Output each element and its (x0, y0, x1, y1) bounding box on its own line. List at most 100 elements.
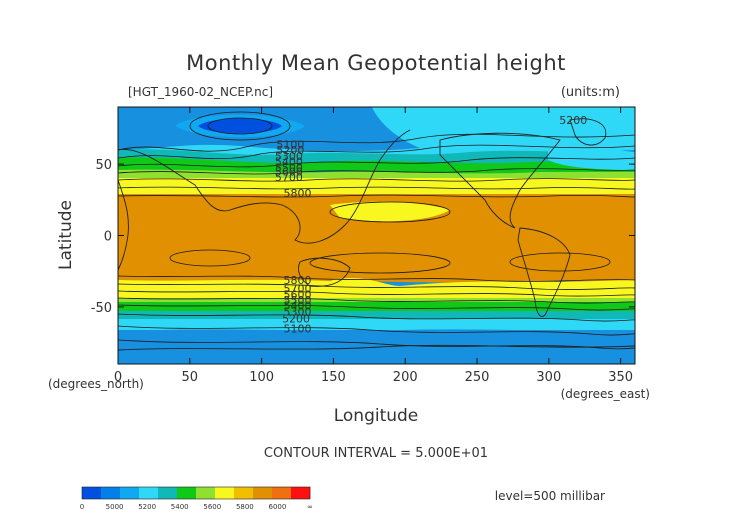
colorbar-swatch (291, 487, 311, 499)
coastline-australia (298, 257, 351, 287)
contour-closed-low-siberia-inner (207, 117, 273, 135)
contour-closed-high-north-pacific (329, 201, 451, 223)
contour-line-n4 (118, 168, 635, 175)
contour-lines (118, 111, 635, 350)
colorbar-tick-label: 5000 (106, 503, 124, 511)
band-tropics-orange (118, 194, 635, 283)
x-axis-ticks: 0 50 100 150 200 250 300 350 (114, 107, 633, 385)
contour-value-label: 5400 (284, 300, 312, 313)
coastline-africa (118, 179, 129, 271)
contour-line-n2 (118, 144, 635, 160)
contour-closed-high-south-pacific (309, 252, 451, 274)
colorbar-swatch (139, 487, 159, 499)
colorbar-swatch (158, 487, 178, 499)
band-south-lightblue (118, 319, 635, 331)
x-tick-label: 100 (249, 370, 274, 385)
colorbar-swatch (272, 487, 292, 499)
contour-line-s7 (118, 325, 635, 336)
x-axis-label: Longitude (334, 406, 419, 426)
colorbar-tick-label: 5800 (236, 503, 254, 511)
contour-labels: 5100520053005400550056005700580052005800… (275, 114, 587, 335)
y-tick-label: 50 (95, 158, 112, 173)
contour-value-label: 5100 (276, 138, 304, 151)
band-greenland-cell (548, 146, 635, 170)
level-label: level=500 millibar (495, 489, 605, 503)
contour-value-label: 5600 (275, 166, 303, 179)
contour-value-label: 5800 (284, 274, 312, 287)
contour-value-label: 5200 (559, 114, 587, 127)
units-label: (units:m) (561, 85, 620, 100)
coastline-greenland (569, 118, 607, 146)
colorbar-swatch (120, 487, 140, 499)
dataset-label: [HGT_1960-02_NCEP.nc] (128, 85, 273, 99)
contour-value-label: 5700 (284, 283, 312, 296)
contour-value-label: 5300 (284, 305, 312, 318)
y-axis-label: Latitude (56, 200, 76, 270)
contour-interval-label: CONTOUR INTERVAL = 5.000E+01 (264, 446, 488, 461)
coastline-south-america (517, 227, 571, 317)
colorbar-tick-label: 5200 (138, 503, 156, 511)
contour-value-label: 5200 (276, 144, 304, 157)
x-tick-label: 50 (182, 370, 199, 385)
x-tick-label: 0 (114, 370, 122, 385)
colorbar-swatch (215, 487, 235, 499)
contour-line-s6 (118, 313, 635, 322)
x-tick-label: 300 (536, 370, 561, 385)
contour-closed-high-indian (169, 249, 251, 267)
band-north-lightgreen (118, 169, 635, 181)
colorbar-swatch (253, 487, 273, 499)
contour-value-label: 5700 (275, 171, 303, 184)
colorbar-frame (81, 486, 311, 500)
colorbar: 0 5000 5200 5400 5600 5800 6000 ∞ (80, 486, 313, 511)
contour-value-label: 5100 (284, 323, 312, 336)
band-south-yellow (118, 277, 635, 301)
y-tick-label: 0 (104, 230, 112, 245)
colorbar-swatch (196, 487, 216, 499)
y-tick-label: -50 (91, 301, 112, 316)
coastlines (118, 118, 635, 351)
colorbar-swatch (82, 487, 102, 499)
contour-line-n5 (118, 178, 635, 182)
contour-line-s1 (118, 275, 635, 282)
contour-closed-low-siberia (189, 111, 291, 141)
contour-line-s8 (118, 339, 635, 350)
coastline-eurasia (118, 129, 411, 244)
contour-closed-high-atlantic (509, 252, 611, 272)
colorbar-tick-label: 0 (80, 503, 84, 511)
contour-value-label: 5800 (284, 187, 312, 200)
colorbar-swatch (234, 487, 254, 499)
contour-value-label: 5400 (275, 156, 303, 169)
coastline-north-america (439, 132, 561, 229)
x-tick-label: 150 (321, 370, 346, 385)
colorbar-swatch (101, 487, 121, 499)
contour-line-s5 (118, 304, 635, 311)
band-south-green (118, 302, 635, 313)
x-tick-label: 250 (465, 370, 490, 385)
contour-line-n6 (118, 186, 635, 190)
contour-value-label: 5500 (275, 161, 303, 174)
plot-area: 5100520053005400550056005700580052005800… (118, 107, 635, 364)
band-siberian-low-core (198, 118, 282, 134)
contour-line-s2 (118, 283, 635, 290)
band-north-pacific-yellow (330, 201, 450, 222)
contour-value-label: 5500 (284, 294, 312, 307)
contour-line-s3 (118, 290, 635, 297)
contour-line-s4 (118, 297, 635, 304)
colorbar-tick-label: 5400 (171, 503, 189, 511)
contour-value-label: 5600 (284, 288, 312, 301)
coastline-antarctica (118, 344, 635, 351)
contour-line-n3 (118, 157, 635, 168)
y-axis-ticks: 50 0 -50 (91, 158, 635, 316)
chart-title: Monthly Mean Geopotential height (186, 51, 566, 75)
y-axis-unit-label: (degrees_north) (48, 377, 144, 391)
contour-line-n7 (118, 194, 635, 198)
x-tick-label: 200 (393, 370, 418, 385)
x-tick-label: 350 (608, 370, 633, 385)
contour-value-label: 5300 (275, 150, 303, 163)
x-axis-unit-label: (degrees_east) (561, 387, 650, 401)
colorbar-tick-label: 5600 (203, 503, 221, 511)
colorbar-tick-label: ∞ (307, 503, 313, 511)
contour-line-n1 (118, 133, 635, 152)
